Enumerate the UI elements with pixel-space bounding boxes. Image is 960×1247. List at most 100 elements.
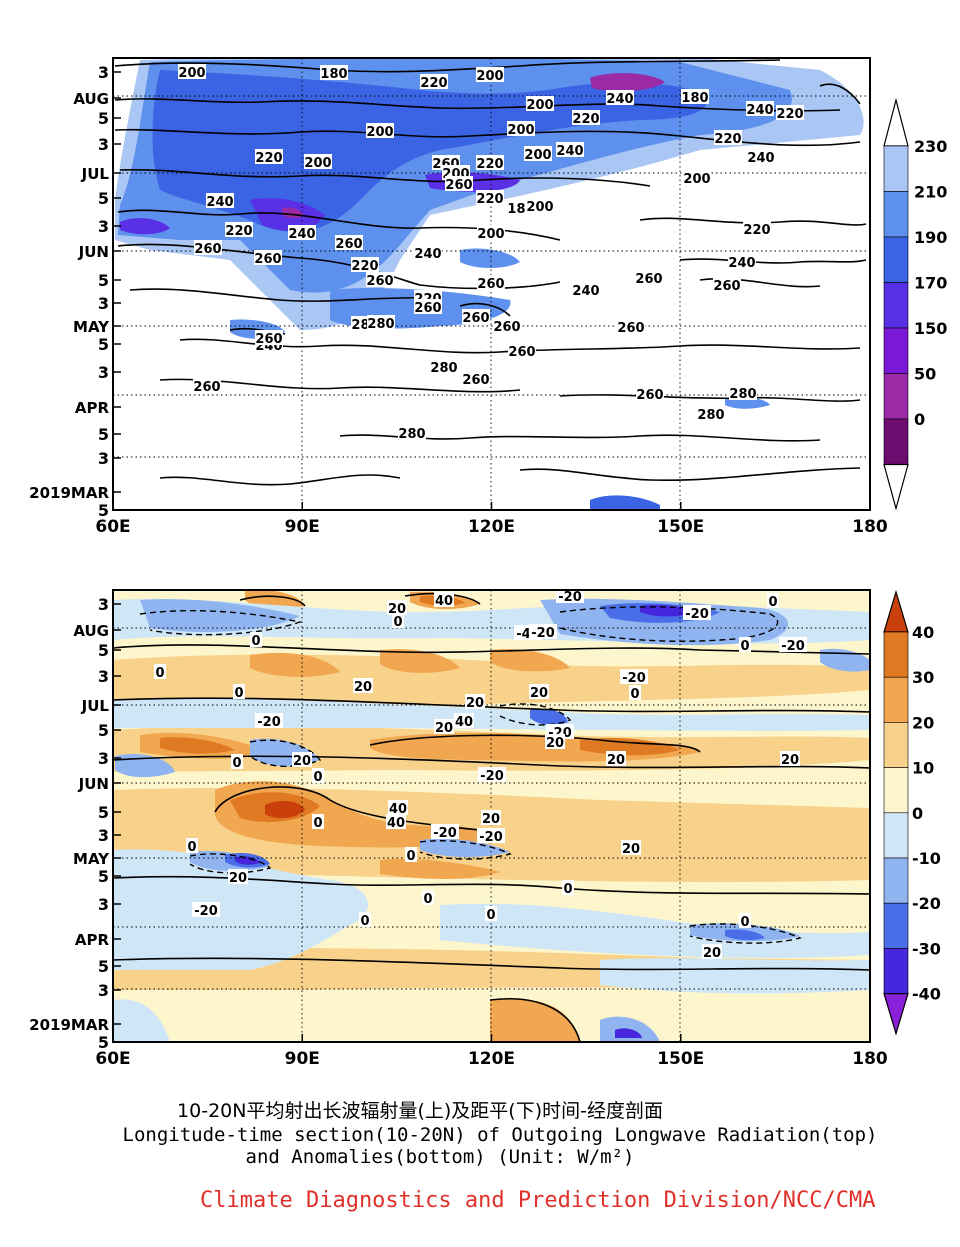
colorbar-top-arrow	[883, 589, 909, 633]
contour-label: -20	[479, 830, 503, 845]
contour-label: 220	[714, 132, 741, 147]
contour-label-bg	[572, 282, 600, 297]
contour-label-bg	[545, 734, 565, 749]
colorbar-label: 40	[912, 623, 934, 642]
colorbar-label: 190	[914, 228, 947, 247]
contour-label-bg	[228, 869, 248, 884]
y-tick-label: JUN	[78, 243, 109, 261]
colorbar-label: 30	[912, 668, 934, 687]
y-tick-label: 5	[98, 189, 109, 208]
contour-label: -20	[433, 826, 457, 841]
colorbar-bottom-arrow	[883, 463, 909, 511]
colorbar-label: -30	[912, 939, 941, 958]
y-tick-label: 3	[98, 895, 109, 914]
contour-label: 260	[414, 301, 441, 316]
top-x-axis: 60E 90E 120E 150E 180	[95, 502, 888, 537]
contour-label: 200	[178, 66, 205, 81]
contour-label-bg	[779, 637, 807, 652]
contour-label: 260	[335, 237, 362, 252]
contour-label: 0	[313, 816, 322, 831]
contour-label: 0	[740, 915, 749, 930]
y-tick-label: MAY	[73, 850, 110, 868]
contour-label: 0	[360, 914, 369, 929]
colorbar-label: 0	[914, 410, 925, 429]
contour-label: 200	[524, 148, 551, 163]
contour-label: 240	[414, 247, 441, 262]
contour-label-bg	[351, 257, 379, 272]
contour-label-bg	[434, 719, 454, 734]
contour-label-bg	[255, 713, 283, 728]
top-shade-purple	[282, 73, 665, 219]
y-tick-label: 5	[98, 271, 109, 290]
contour-label-bg	[335, 235, 363, 250]
colorbar-label: 150	[914, 319, 947, 338]
contour-label-bg	[320, 65, 348, 80]
contour-label-bg	[192, 902, 220, 917]
contour-label: 200	[507, 123, 534, 138]
contour-label: 220	[351, 259, 378, 274]
y-tick-label: 5	[98, 957, 109, 976]
bottom-x-axis: 60E 90E 120E 150E 180	[95, 1034, 888, 1069]
colorbar-swatch	[883, 902, 909, 949]
contour-label-bg	[485, 906, 497, 921]
contour-label-bg	[477, 828, 505, 843]
contour-label: 260	[445, 178, 472, 193]
y-tick-label: 3	[98, 667, 109, 686]
contour-label-bg	[193, 378, 221, 393]
colorbar-label: -20	[912, 894, 941, 913]
y-tick-label: 3	[98, 826, 109, 845]
contour-label: 260	[254, 252, 281, 267]
y-tick-label: 3	[98, 294, 109, 313]
contour-label-bg	[746, 101, 774, 116]
colorbar-swatch	[883, 327, 909, 374]
contour-label: 260	[493, 320, 520, 335]
colorbar-swatch	[883, 767, 909, 814]
y-tick-label: 3	[98, 449, 109, 468]
caption-english-line2: and Anomalies(bottom) (Unit: W/m²)	[245, 1146, 635, 1168]
colorbar-swatch	[883, 948, 909, 994]
contour-label-bg	[392, 613, 404, 628]
contour-label: 280	[729, 387, 756, 402]
x-tick-label: 180	[852, 517, 888, 537]
contour-label: 200	[683, 172, 710, 187]
top-shade-170	[152, 70, 707, 232]
contour-label-bg	[250, 632, 262, 647]
contour-label-bg	[714, 130, 742, 145]
contour-label: 260	[193, 380, 220, 395]
contour-label-bg	[481, 810, 501, 825]
contour-label-bg	[422, 890, 434, 905]
caption-chinese: 10-20N平均射出长波辐射量(上)及距平(下)时间-经度剖面	[177, 1100, 663, 1122]
contour-label: 260	[713, 279, 740, 294]
y-tick-label: 5	[98, 641, 109, 660]
contour-label: -20	[622, 671, 646, 686]
y-tick-label: 3	[98, 63, 109, 82]
contour-label: 240	[728, 256, 755, 271]
contour-label-bg	[304, 154, 332, 169]
colorbar-swatch	[883, 282, 909, 329]
colorbar-label: 50	[914, 365, 936, 384]
x-tick-label: 120E	[468, 1049, 515, 1069]
contour-label: 40	[435, 594, 453, 609]
top-shade-bottom	[590, 495, 660, 510]
contour-label: 0	[393, 615, 402, 630]
contour-label: 200	[304, 156, 331, 171]
contour-label-bg	[386, 814, 406, 829]
contour-label: -20	[531, 626, 555, 641]
contour-label-bg	[353, 678, 373, 693]
contour-label: 40	[455, 715, 473, 730]
y-tick-label: 5	[98, 425, 109, 444]
contour-label: 0	[768, 595, 777, 610]
contour-label-bg	[367, 315, 395, 330]
colorbar-top-arrow	[883, 97, 909, 147]
contour-label-bg	[476, 155, 504, 170]
contour-label-bg	[454, 713, 474, 728]
contour-label: -20	[558, 590, 582, 605]
contour-label-bg	[254, 250, 282, 265]
top-shade-lower-blue	[230, 248, 770, 409]
contour-label: 220	[255, 151, 282, 166]
contour-label-bg	[739, 913, 751, 928]
